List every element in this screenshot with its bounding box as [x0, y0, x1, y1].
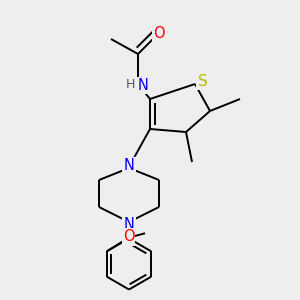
Text: N: N — [124, 158, 134, 173]
Text: N: N — [138, 78, 149, 93]
Text: N: N — [124, 217, 134, 232]
Text: S: S — [198, 74, 207, 89]
Text: O: O — [123, 229, 134, 244]
Text: H: H — [126, 77, 135, 91]
Text: O: O — [153, 26, 165, 40]
